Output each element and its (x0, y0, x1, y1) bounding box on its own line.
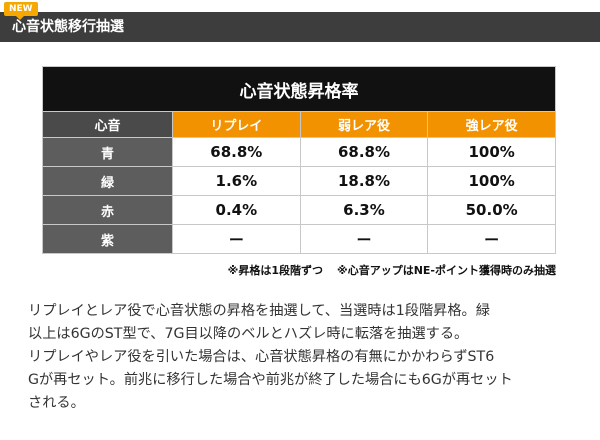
table-cell: 0.4% (172, 195, 301, 225)
table-cell: 68.8% (299, 137, 429, 167)
table-cell: 100% (427, 137, 556, 167)
table-cell: 68.8% (172, 137, 301, 167)
table-cell: 50.0% (427, 195, 556, 225)
table-caption: 心音状態昇格率 (42, 66, 556, 112)
note-step: ※昇格は1段階ずつ (227, 264, 324, 277)
row-label: 紫 (42, 224, 173, 254)
paragraph-line: 以上は6GのST型で、7G目以降のベルとハズレ時に転落を抽選する。 (28, 326, 469, 342)
table-row: 紫 ー ー ー (42, 224, 556, 254)
table-row: 緑 1.6% 18.8% 100% (42, 166, 556, 196)
row-label: 緑 (42, 166, 173, 196)
promotion-rate-table: 心音状態昇格率 心音 リプレイ 弱レア役 強レア役 青 68.8% 68.8% … (42, 66, 556, 254)
table-cell: 100% (427, 166, 556, 196)
paragraph-line: Gが再セット。前兆に移行した場合や前兆が終了した場合にも6Gが再セット (28, 372, 513, 388)
header-bar (0, 12, 600, 42)
row-label: 赤 (42, 195, 173, 225)
table-notes: ※昇格は1段階ずつ ※心音アップはNE-ポイント獲得時のみ抽選 (214, 262, 556, 278)
column-header-strong-rare: 強レア役 (427, 111, 556, 138)
section-header: NEW 心音状態移行抽選 (0, 0, 600, 46)
paragraph-line: リプレイとレア役で心音状態の昇格を抽選して、当選時は1段階昇格。緑 (28, 303, 490, 319)
note-ne-point: ※心音アップはNE-ポイント獲得時のみ抽選 (337, 264, 556, 277)
section-title: 心音状態移行抽選 (12, 19, 124, 35)
column-header-weak-rare: 弱レア役 (299, 111, 429, 138)
explanation-paragraph: リプレイとレア役で心音状態の昇格を抽選して、当選時は1段階昇格。緑 以上は6Gの… (28, 300, 566, 415)
row-label: 青 (42, 137, 173, 167)
paragraph-line: リプレイやレア役を引いた場合は、心音状態昇格の有無にかかわらずST6 (28, 349, 495, 365)
table-row: 青 68.8% 68.8% 100% (42, 137, 556, 167)
new-badge: NEW (4, 2, 38, 20)
column-header-shinon: 心音 (42, 111, 173, 138)
table-cell: ー (299, 224, 429, 254)
paragraph-line: される。 (28, 395, 85, 411)
table-cell: ー (172, 224, 301, 254)
table-row: 赤 0.4% 6.3% 50.0% (42, 195, 556, 225)
column-header-replay: リプレイ (172, 111, 301, 138)
table-cell: ー (427, 224, 556, 254)
table-cell: 1.6% (172, 166, 301, 196)
table-cell: 6.3% (299, 195, 429, 225)
table-cell: 18.8% (299, 166, 429, 196)
